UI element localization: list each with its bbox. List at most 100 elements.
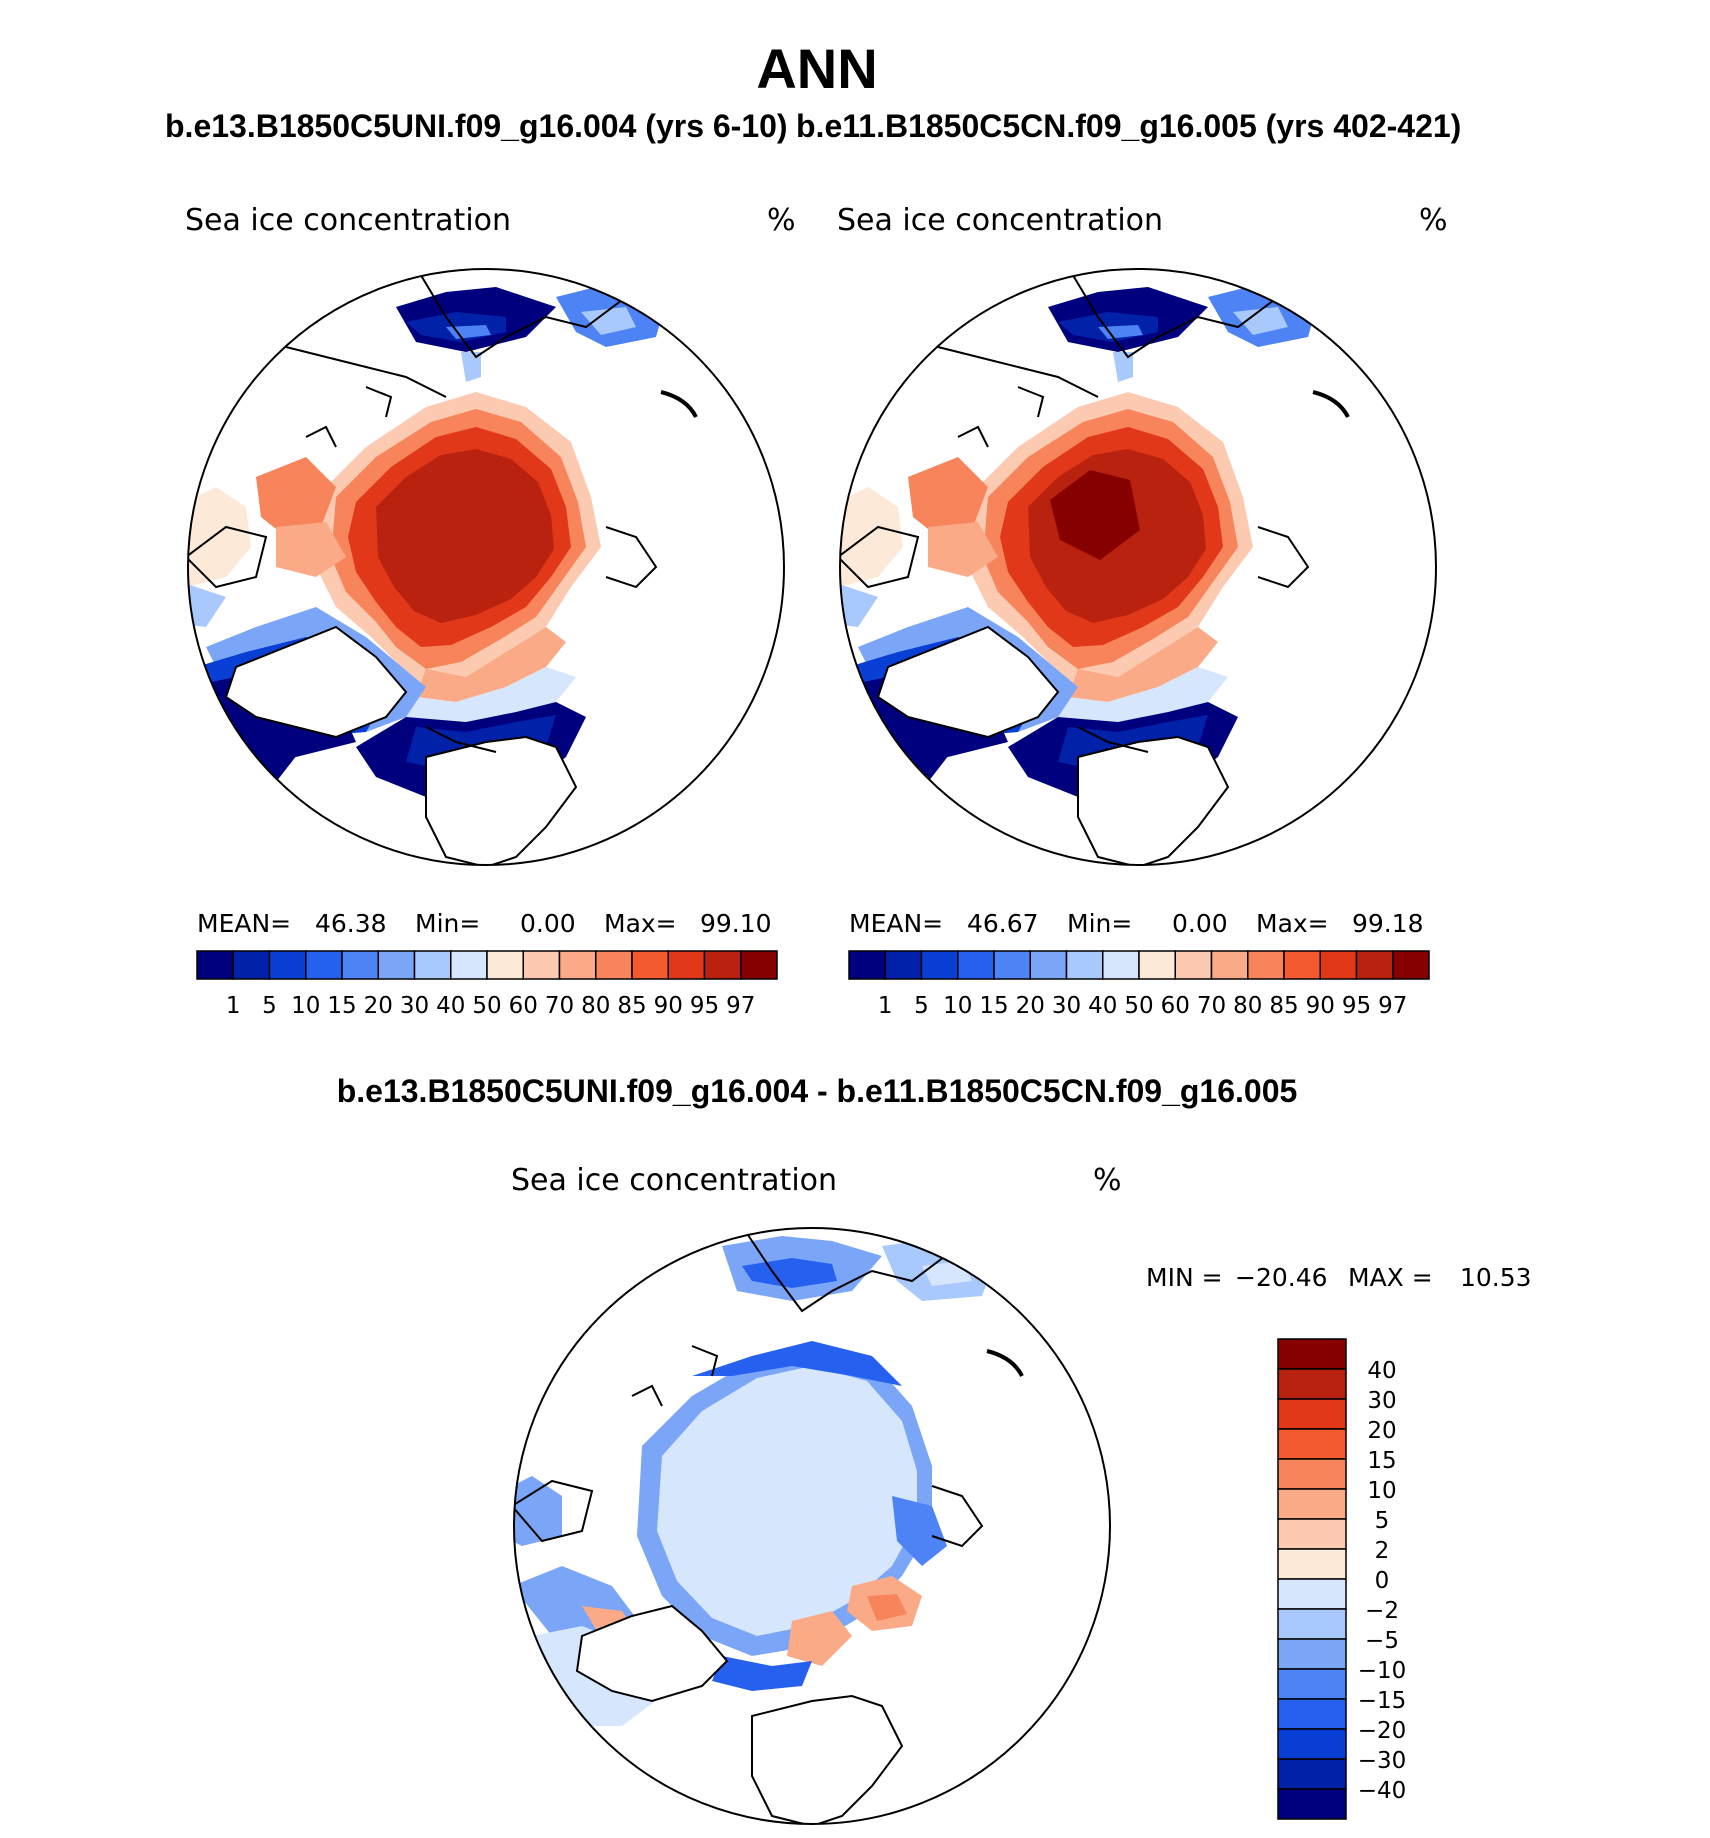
panel2-colorbar-swatch xyxy=(1029,950,1068,980)
diff-map xyxy=(514,1228,1024,1824)
panel1-units: % xyxy=(767,203,796,238)
diff-colorbar-tick-label: 5 xyxy=(1375,1508,1390,1534)
panel1-colorbar-tick-label: 30 xyxy=(400,993,429,1019)
panel2-colorbar-swatch xyxy=(920,950,959,980)
panel2-colorbar-tick-label: 15 xyxy=(979,993,1008,1019)
panel2-colorbar-tick-label: 40 xyxy=(1088,993,1117,1019)
panel2-colorbar-tick-label: 5 xyxy=(914,993,929,1019)
right-case-label: b.e11.B1850C5CN.f09_g16.005 (yrs 402-421… xyxy=(796,108,1462,144)
panel1-colorbar: 1 5 10 15 20 30 40 50 60 70 80 85 90 95 97 xyxy=(196,950,778,1019)
panel2-colorbar-swatch xyxy=(957,950,995,980)
panel2-colorbar-tick-label: 97 xyxy=(1378,993,1407,1019)
panel1-colorbar-swatch xyxy=(450,950,488,980)
panel2-variable: Sea ice concentration xyxy=(837,203,1163,238)
panel1-mean-value: 46.38 xyxy=(315,909,387,938)
panel1-colorbar-tick-label: 60 xyxy=(509,993,538,1019)
panel1-map-border xyxy=(187,268,785,866)
diff-colorbar-swatch xyxy=(1277,1698,1347,1730)
diff-colorbar-tick-label: −2 xyxy=(1365,1598,1399,1624)
diff-colorbar-swatch xyxy=(1277,1458,1347,1490)
panel2-map xyxy=(840,269,1350,865)
panel2-min-label: Min= xyxy=(1067,909,1132,938)
panel2-colorbar-tick-label: 70 xyxy=(1197,993,1226,1019)
diff-colorbar-swatch xyxy=(1277,1668,1347,1700)
diff-colorbar-swatch xyxy=(1277,1788,1347,1820)
diff-colorbar-swatch xyxy=(1277,1398,1347,1430)
panel1-colorbar-tick-label: 5 xyxy=(262,993,277,1019)
diff-colorbar-swatch xyxy=(1277,1728,1347,1760)
panel1-colorbar-tick-label: 20 xyxy=(364,993,393,1019)
panel1-min-value: 0.00 xyxy=(520,909,576,938)
diff-colorbar-tick-label: 0 xyxy=(1375,1568,1390,1594)
panel2-colorbar-tick-label: 10 xyxy=(943,993,972,1019)
panel1-colorbar-tick-label: 50 xyxy=(472,993,501,1019)
diff-min-label: MIN = xyxy=(1146,1263,1223,1292)
panel1-variable: Sea ice concentration xyxy=(185,203,511,238)
diff-colorbar-tick-label: 15 xyxy=(1367,1448,1396,1474)
panel1-colorbar-swatch xyxy=(703,950,742,980)
diff-colorbar-swatch xyxy=(1277,1548,1347,1580)
panel2-colorbar-tick-label: 50 xyxy=(1124,993,1153,1019)
diff-units: % xyxy=(1093,1163,1122,1198)
diff-colorbar-tick-label: 20 xyxy=(1367,1418,1396,1444)
panel2-mean-label: MEAN= xyxy=(849,909,943,938)
panel1-colorbar-swatch xyxy=(558,950,597,980)
panel2-colorbar-swatch xyxy=(993,950,1031,980)
panel2-colorbar-tick-label: 20 xyxy=(1016,993,1045,1019)
panel1-mean-label: MEAN= xyxy=(197,909,291,938)
panel2-colorbar-swatch xyxy=(1319,950,1358,980)
diff-map-border xyxy=(513,1227,1111,1825)
panel1-colorbar-swatch xyxy=(486,950,524,980)
panel2-colorbar-tick-label: 90 xyxy=(1306,993,1335,1019)
panel1-colorbar-tick-label: 85 xyxy=(617,993,646,1019)
diff-colorbar-swatch xyxy=(1277,1428,1347,1460)
diff-colorbar-swatch xyxy=(1277,1758,1347,1790)
diff-colorbar-tick-label: −30 xyxy=(1358,1748,1407,1774)
panel2-colorbar-swatch xyxy=(1392,950,1430,980)
diff-min-value: −20.46 xyxy=(1235,1263,1328,1292)
panel1-colorbar-tick-label: 97 xyxy=(726,993,755,1019)
panel2-colorbar-tick-label: 80 xyxy=(1233,993,1262,1019)
diff-colorbar-tick-label: 30 xyxy=(1367,1388,1396,1414)
panel1-colorbar-swatch xyxy=(413,950,452,980)
panel1-max-label: Max= xyxy=(604,909,677,938)
panel1-colorbar-swatch xyxy=(196,950,234,980)
panel1-colorbar-swatch xyxy=(595,950,633,980)
panel2-colorbar-swatch xyxy=(1210,950,1249,980)
diff-colorbar-tick-label: 10 xyxy=(1367,1478,1396,1504)
diff-colorbar-tick-label: −15 xyxy=(1358,1688,1407,1714)
panel1-map xyxy=(188,269,698,865)
panel1-colorbar-tick-label: 40 xyxy=(436,993,465,1019)
panel2-colorbar-tick-label: 85 xyxy=(1269,993,1298,1019)
panel1-colorbar-tick-label: 95 xyxy=(690,993,719,1019)
panel2-colorbar-tick-label: 1 xyxy=(878,993,893,1019)
panel1-min-label: Min= xyxy=(415,909,480,938)
panel1-colorbar-tick-label: 70 xyxy=(545,993,574,1019)
panel2-colorbar-swatch xyxy=(1138,950,1176,980)
panel1-colorbar-swatch xyxy=(740,950,778,980)
panel1-colorbar-tick-label: 80 xyxy=(581,993,610,1019)
panel2-colorbar-swatch xyxy=(848,950,886,980)
panel2-colorbar-tick-label: 30 xyxy=(1052,993,1081,1019)
panel2-min-value: 0.00 xyxy=(1172,909,1228,938)
panel1-colorbar-tick-label: 90 xyxy=(654,993,683,1019)
panel1-colorbar-swatch xyxy=(268,950,307,980)
figure-title: ANN xyxy=(756,37,878,100)
diff-colorbar-swatch xyxy=(1277,1638,1347,1670)
diff-colorbar-tick-label: 40 xyxy=(1367,1358,1396,1384)
diff-max-value: 10.53 xyxy=(1460,1263,1532,1292)
panel1-colorbar-tick-label: 15 xyxy=(327,993,356,1019)
panel2-colorbar-tick-label: 95 xyxy=(1342,993,1371,1019)
panel1-colorbar-swatch xyxy=(522,950,561,980)
diff-colorbar-swatch xyxy=(1277,1368,1347,1400)
panel1-colorbar-tick-label: 10 xyxy=(291,993,320,1019)
panel2-colorbar-swatch xyxy=(1174,950,1213,980)
panel2-colorbar-swatch xyxy=(1102,950,1140,980)
diff-colorbar-tick-label: −20 xyxy=(1358,1718,1407,1744)
diff-colorbar-tick-label: −5 xyxy=(1365,1628,1399,1654)
panel2-units: % xyxy=(1419,203,1448,238)
diff-colorbar-swatch xyxy=(1277,1608,1347,1640)
panel2-colorbar-swatch xyxy=(1355,950,1394,980)
panel1-colorbar-swatch xyxy=(631,950,669,980)
